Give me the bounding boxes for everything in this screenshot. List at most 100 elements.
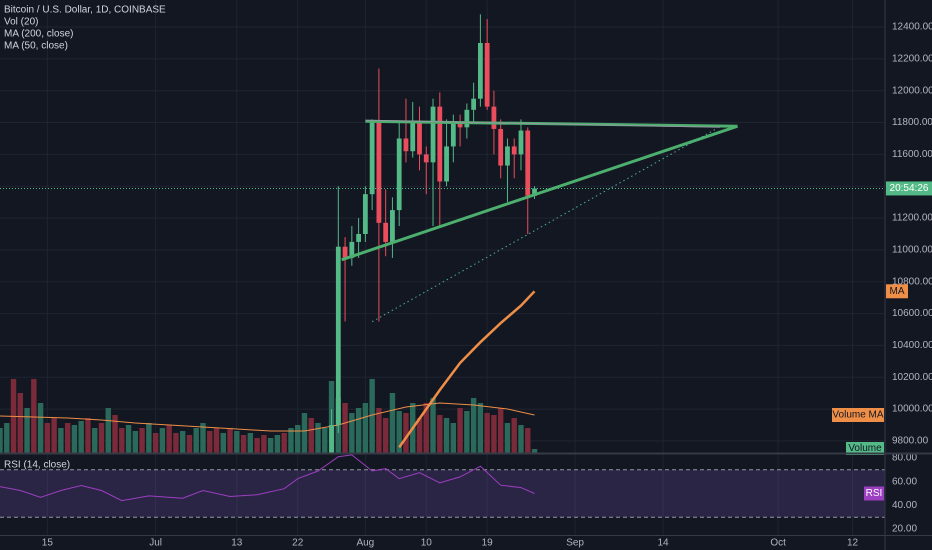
candle-body xyxy=(444,146,449,182)
volume-bar xyxy=(51,418,57,453)
candle-body xyxy=(410,122,416,152)
volume-ma-label-box xyxy=(832,408,884,422)
candle-body xyxy=(532,188,537,196)
candle-body xyxy=(335,246,341,425)
x-tick-label: 13 xyxy=(231,538,243,549)
rsi-tick-label: 40.00 xyxy=(892,500,917,511)
volume-bar xyxy=(525,428,531,453)
volume-bar xyxy=(301,413,308,453)
volume-bar xyxy=(295,425,301,453)
indicator-label[interactable]: MA (50, close) xyxy=(4,41,68,52)
volume-bar xyxy=(159,428,166,453)
x-tick-label: Oct xyxy=(770,538,786,549)
volume-bar xyxy=(511,418,517,453)
volume-bar xyxy=(362,403,369,453)
y-tick-label: 12000.00 xyxy=(892,85,932,96)
candle-body xyxy=(518,130,524,155)
x-tick-label: 12 xyxy=(847,538,859,549)
volume-bar xyxy=(308,418,314,453)
price-label-box xyxy=(886,181,932,196)
volume-bar xyxy=(322,428,328,453)
volume-bar xyxy=(31,379,37,453)
volume-bar xyxy=(220,433,226,453)
volume-bar xyxy=(430,398,436,453)
volume-bar xyxy=(342,403,348,453)
rsi-band xyxy=(0,469,885,518)
volume-bar xyxy=(92,428,98,453)
volume-bar xyxy=(477,403,484,453)
volume-bar xyxy=(227,428,233,453)
candle-body xyxy=(403,138,409,152)
volume-bar xyxy=(281,433,287,453)
volume-bar xyxy=(37,403,44,453)
volume-bar xyxy=(531,449,538,453)
candle-body xyxy=(464,109,470,128)
indicator-label[interactable]: MA (200, close) xyxy=(4,29,73,40)
volume-bar xyxy=(369,379,375,453)
volume-bar xyxy=(470,398,477,453)
volume-bar xyxy=(119,428,125,453)
volume-bar xyxy=(193,428,199,453)
volume-bar xyxy=(213,428,220,453)
volume-bar xyxy=(152,433,159,453)
volume-bar xyxy=(315,423,321,453)
volume-bar xyxy=(267,438,274,453)
candle-body xyxy=(505,146,510,166)
trend-line xyxy=(365,119,720,128)
x-tick-label: 15 xyxy=(42,538,54,549)
y-tick-label: 10400.00 xyxy=(892,340,932,351)
chart-title[interactable]: Bitcoin / U.S. Dollar, 1D, COINBASE xyxy=(4,5,166,16)
volume-bar xyxy=(376,408,382,453)
y-tick-label: 10600.00 xyxy=(892,308,932,319)
volume-bar xyxy=(396,411,402,453)
volume-bar xyxy=(497,408,504,453)
candle-body xyxy=(349,241,355,258)
y-tick-label: 12400.00 xyxy=(892,22,932,33)
candle-body xyxy=(342,246,348,258)
volume-bar xyxy=(17,393,23,453)
volume-bar xyxy=(247,433,254,453)
volume-bar xyxy=(112,415,118,453)
candle-body xyxy=(417,122,422,155)
y-tick-label: 11200.00 xyxy=(892,213,932,224)
candle-body xyxy=(511,146,517,155)
ma-label-box xyxy=(886,284,908,299)
volume-bar xyxy=(139,428,145,453)
volume-bar xyxy=(457,408,463,453)
rsi-line xyxy=(0,454,535,502)
candle-body xyxy=(369,122,375,195)
volume-bar xyxy=(437,415,443,453)
indicator-label[interactable]: Vol (20) xyxy=(4,17,38,28)
volume-bar xyxy=(146,423,152,453)
volume-ma-line xyxy=(0,402,535,432)
volume-bar xyxy=(403,413,409,453)
volume-bar xyxy=(240,435,247,453)
candle-body xyxy=(376,122,382,223)
volume-bar xyxy=(132,431,139,453)
volume-bar xyxy=(288,428,294,453)
volume-bar xyxy=(179,431,186,453)
candle-body xyxy=(356,233,362,242)
volume-bar xyxy=(504,423,511,453)
x-tick-label: Sep xyxy=(566,538,584,549)
volume-bar xyxy=(4,423,10,453)
volume-bar xyxy=(105,408,111,453)
volume-label-box xyxy=(846,442,884,455)
volume-label: Volume xyxy=(848,443,882,454)
rsi-title[interactable]: RSI (14, close) xyxy=(4,460,70,471)
rsi-label: RSI xyxy=(866,488,883,499)
volume-bar xyxy=(85,418,91,453)
candle-body xyxy=(383,222,389,242)
candle-body xyxy=(362,194,368,234)
x-tick-label: 10 xyxy=(421,538,433,549)
candle-body xyxy=(423,154,429,163)
volume-bar xyxy=(254,438,260,453)
volume-bar xyxy=(58,428,64,453)
volume-bar xyxy=(349,413,355,453)
volume-bar xyxy=(78,421,84,453)
y-tick-label: 11000.00 xyxy=(892,245,932,256)
trend-line xyxy=(341,124,738,262)
candle-body xyxy=(329,424,334,453)
candle-body xyxy=(525,130,531,196)
